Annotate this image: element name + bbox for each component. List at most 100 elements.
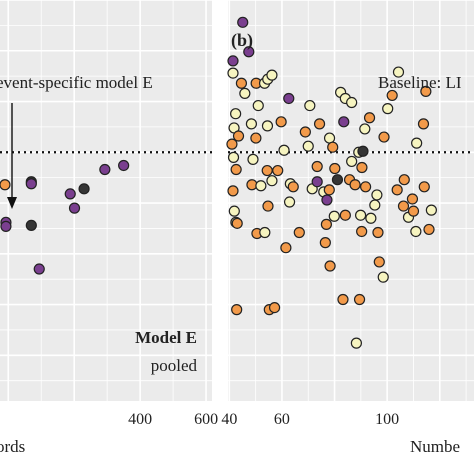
pooled-label: pooled (151, 356, 198, 375)
data-point (378, 131, 390, 143)
data-point (410, 225, 422, 238)
data-point (357, 145, 369, 157)
data-point (283, 196, 296, 208)
data-point (398, 174, 410, 186)
panel-b-x-axis-label: Numbe (410, 437, 460, 456)
data-point (324, 260, 336, 272)
data-point (349, 179, 361, 191)
data-point (252, 99, 264, 112)
data-point (243, 46, 255, 58)
data-point (355, 209, 367, 221)
data-point (231, 304, 243, 316)
data-point (363, 112, 376, 124)
data-point (33, 263, 45, 275)
data-point (68, 202, 81, 214)
data-point (350, 337, 362, 349)
data-point (397, 200, 410, 212)
data-point (232, 130, 245, 142)
data-point (329, 162, 341, 175)
data-point (391, 184, 403, 196)
data-point (25, 178, 37, 190)
panel-a-x-axis-label: ords (0, 437, 25, 456)
data-point (372, 226, 384, 239)
data-point (64, 188, 76, 200)
x-tick-label: 40 (221, 411, 237, 428)
data-point (423, 223, 435, 236)
data-point (262, 200, 274, 212)
data-point (365, 212, 377, 224)
data-point (339, 209, 351, 221)
data-point (411, 137, 423, 149)
panel-b: 40 60 100 (221, 0, 474, 428)
data-point (319, 237, 331, 249)
data-point (407, 205, 420, 217)
data-point (371, 189, 383, 201)
data-point (356, 161, 368, 174)
data-point (331, 174, 344, 186)
x-tick-label: 60 (274, 411, 290, 428)
data-point (226, 138, 238, 150)
panel-a: 400 600 (0, 0, 218, 428)
annotation-arrow (7, 103, 17, 209)
data-point (346, 155, 358, 168)
data-point (239, 87, 251, 99)
data-point (323, 184, 335, 196)
data-point (369, 199, 381, 211)
data-point (311, 176, 323, 188)
data-point (99, 163, 111, 176)
data-point (280, 242, 292, 254)
data-point (250, 132, 262, 144)
data-point (417, 118, 430, 130)
data-point (353, 293, 366, 306)
data-point (377, 271, 389, 283)
model-e-label: Model E (135, 328, 197, 347)
data-point (323, 132, 336, 144)
data-point (247, 153, 259, 165)
data-point (320, 218, 332, 230)
data-point (327, 141, 339, 153)
panel-b-annotation: Baseline: LI (378, 73, 462, 92)
data-point (304, 99, 316, 112)
data-point (328, 210, 340, 222)
data-point (425, 204, 437, 216)
data-point (78, 183, 90, 195)
data-point (360, 181, 372, 193)
data-point (266, 175, 278, 187)
data-point (287, 181, 299, 193)
data-point (418, 181, 430, 193)
data-point (321, 194, 333, 206)
data-point (118, 159, 130, 172)
data-point (237, 16, 249, 28)
data-point (227, 185, 239, 197)
data-point (261, 164, 273, 177)
data-point (420, 85, 432, 97)
data-point (311, 160, 323, 173)
panel-b-label: (b) (231, 30, 253, 51)
data-point (283, 92, 295, 105)
data-point (373, 256, 385, 268)
data-point (346, 96, 358, 109)
data-point (299, 126, 311, 138)
x-tick-label: 600 (194, 411, 218, 428)
data-point (293, 226, 305, 239)
data-point (255, 180, 267, 192)
data-point (313, 118, 326, 130)
data-point (227, 67, 239, 79)
data-point (231, 217, 243, 229)
data-point (392, 66, 405, 78)
data-point (268, 302, 281, 314)
x-tick-label: 400 (128, 411, 152, 428)
data-point (272, 164, 284, 177)
data-point (227, 151, 240, 163)
data-point (235, 77, 248, 89)
data-point (337, 293, 349, 306)
plot-background (0, 0, 212, 401)
data-point (230, 163, 242, 176)
data-point (0, 179, 11, 191)
data-point (386, 89, 398, 102)
data-point (359, 123, 371, 135)
data-point (230, 108, 242, 120)
data-point (382, 103, 394, 115)
data-point (245, 118, 258, 130)
